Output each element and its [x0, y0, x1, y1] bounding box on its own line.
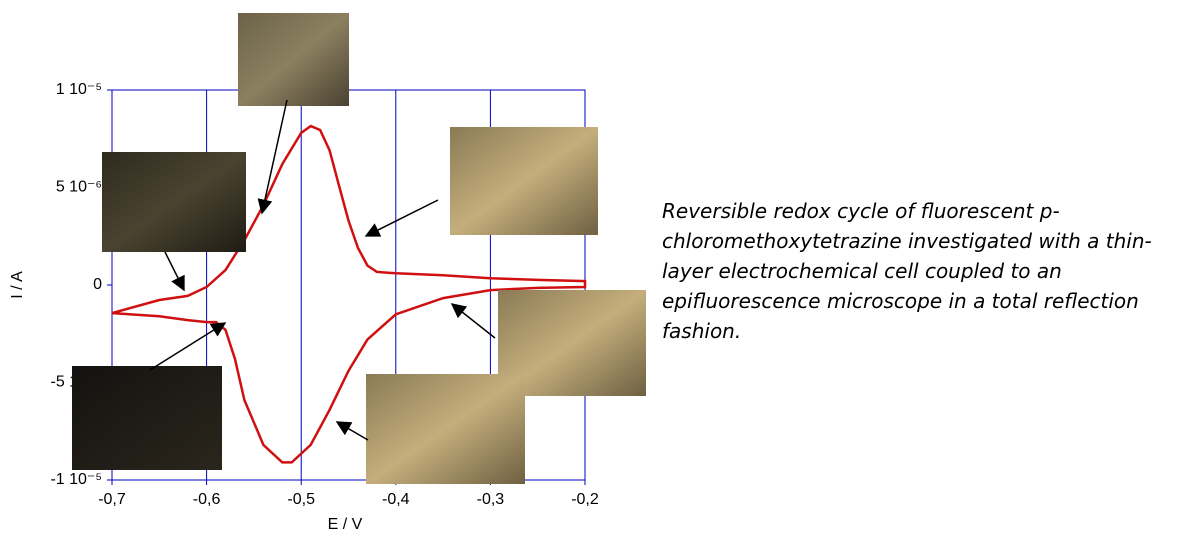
y-tick-label: -1 10⁻⁵	[50, 471, 102, 488]
micrograph	[238, 13, 349, 106]
micrograph	[450, 127, 598, 235]
x-tick-label: -0,7	[98, 491, 126, 508]
y-tick-label: 5 10⁻⁶	[56, 179, 102, 196]
x-tick-label: -0,4	[382, 491, 410, 508]
x-tick-label: -0,3	[477, 491, 505, 508]
y-tick-label: 0	[93, 276, 102, 293]
micrograph	[72, 366, 222, 470]
micrograph	[102, 152, 246, 252]
y-tick-label: 1 10⁻⁵	[56, 81, 102, 98]
arrow	[150, 323, 225, 370]
x-tick-label: -0,2	[571, 491, 599, 508]
caption: Reversible redox cycle of fluorescent p-…	[662, 196, 1182, 346]
arrow	[262, 100, 287, 213]
arrow	[366, 200, 438, 236]
arrow	[452, 304, 495, 338]
arrow	[337, 422, 368, 440]
arrow	[165, 252, 184, 290]
page: {"chart_data": {"type": "line", "annotat…	[0, 0, 1187, 535]
x-tick-label: -0,5	[287, 491, 315, 508]
x-axis-label: E / V	[328, 516, 363, 533]
x-tick-label: -0,6	[193, 491, 221, 508]
micrograph	[366, 374, 525, 484]
y-axis-label: I / A	[9, 271, 26, 299]
